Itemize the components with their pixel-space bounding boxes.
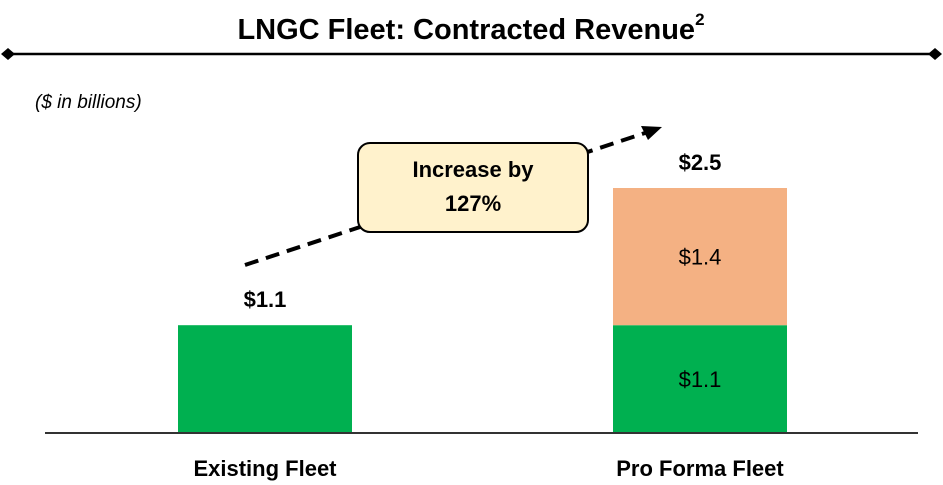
annotation: Increase by xyxy=(412,157,534,182)
segment-label: $1.4 xyxy=(679,244,722,269)
title-text: LNGC Fleet: Contracted Revenue xyxy=(237,14,695,46)
bar-segment xyxy=(613,188,787,326)
annotation-box xyxy=(357,142,589,233)
chart-title: LNGC Fleet: Contracted Revenue2 xyxy=(237,10,704,45)
total-label: $2.5 xyxy=(679,150,722,175)
bar-segment xyxy=(178,325,352,433)
annotation: 127% xyxy=(445,191,501,216)
x-tick-label: Existing Fleet xyxy=(193,456,337,481)
total-label: $1.1 xyxy=(244,287,287,312)
x-tick-label: Pro Forma Fleet xyxy=(616,456,784,481)
bar-segment xyxy=(613,325,787,433)
arrow-head xyxy=(641,126,662,140)
rule-diamond xyxy=(1,48,15,60)
subtitle: ($ in billions) xyxy=(35,92,142,113)
title-footnote: 2 xyxy=(695,10,704,29)
rule-diamond xyxy=(928,48,942,60)
segment-label: $1.1 xyxy=(679,367,722,392)
